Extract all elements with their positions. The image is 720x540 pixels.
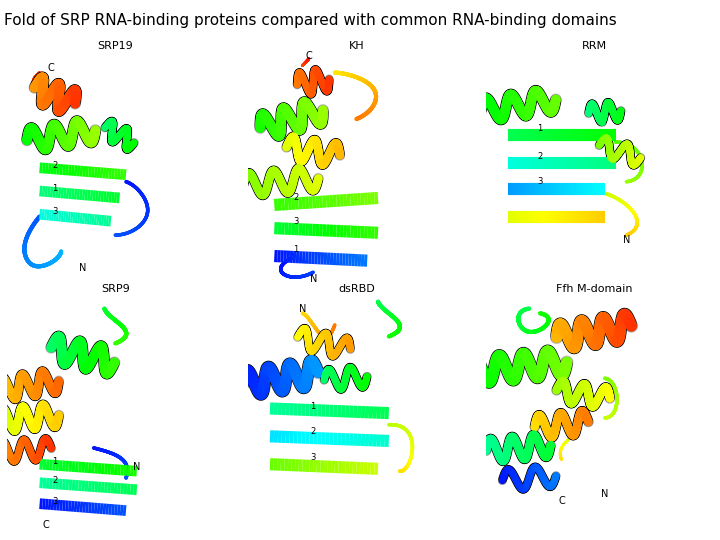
Text: 1: 1 (52, 184, 58, 193)
Text: N: N (623, 235, 630, 245)
Text: SRP19: SRP19 (97, 41, 133, 51)
Text: dsRBD: dsRBD (338, 284, 375, 294)
Text: N: N (310, 274, 317, 284)
Text: KH: KH (348, 41, 364, 51)
Text: Ffh M-domain: Ffh M-domain (556, 284, 632, 294)
Text: 2: 2 (293, 193, 299, 202)
Text: C: C (42, 519, 50, 530)
Text: 1: 1 (52, 457, 58, 467)
Text: 1: 1 (293, 245, 299, 254)
Text: 1: 1 (537, 124, 543, 133)
Text: SRP9: SRP9 (101, 284, 130, 294)
Text: RRM: RRM (582, 41, 606, 51)
Text: Fold of SRP RNA-binding proteins compared with common RNA-binding domains: Fold of SRP RNA-binding proteins compare… (4, 14, 616, 29)
Text: 2: 2 (537, 152, 543, 161)
Text: N: N (79, 262, 86, 273)
Text: 1: 1 (310, 402, 316, 410)
Text: N: N (133, 462, 140, 471)
Text: C: C (305, 51, 312, 62)
Text: 3: 3 (310, 453, 316, 462)
Text: 2: 2 (52, 161, 58, 170)
Text: 3: 3 (52, 497, 58, 506)
Text: 2: 2 (52, 476, 58, 485)
Text: 3: 3 (52, 207, 58, 217)
Text: C: C (47, 63, 54, 73)
Text: 3: 3 (293, 217, 299, 226)
Text: N: N (299, 303, 306, 314)
Text: N: N (601, 489, 608, 500)
Text: 3: 3 (537, 177, 543, 186)
Text: 2: 2 (310, 427, 316, 436)
Text: C: C (558, 496, 565, 507)
